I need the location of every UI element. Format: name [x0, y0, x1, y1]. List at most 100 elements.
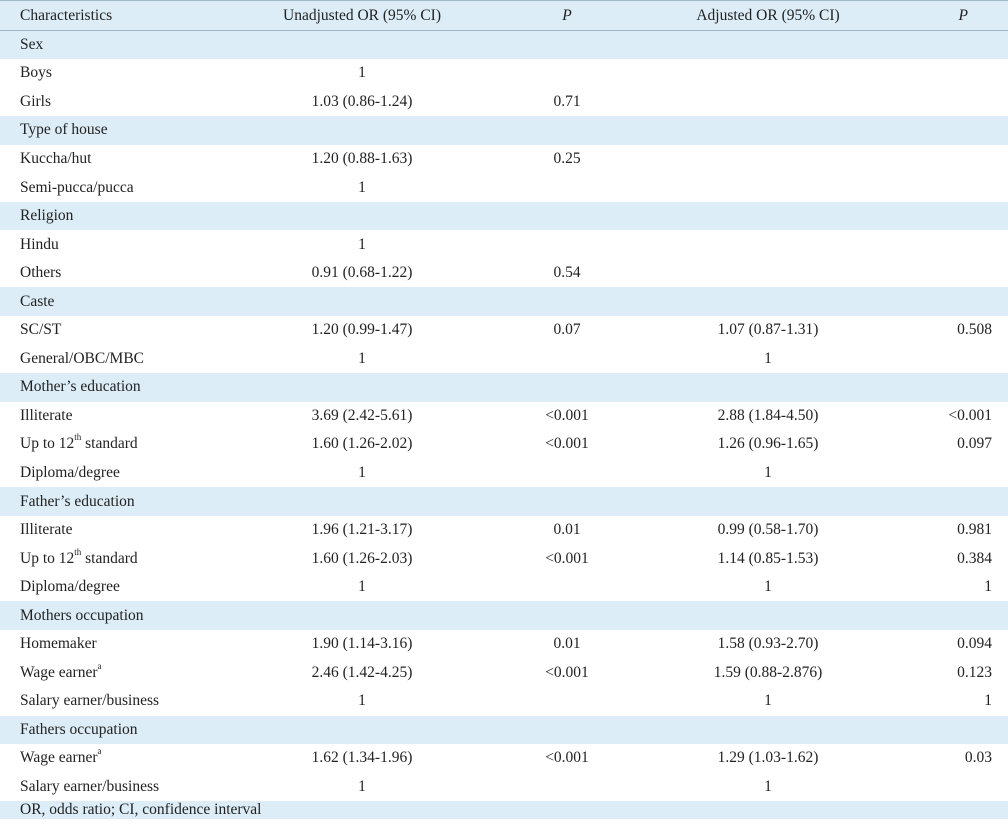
group-label: Mothers occupation — [20, 606, 144, 624]
row-name: Homemaker — [20, 635, 97, 653]
row-characteristic: Salary earner/business — [0, 687, 236, 716]
unadjusted-p-cell — [488, 773, 646, 802]
unadjusted-or-cell: 1 — [358, 692, 366, 710]
adjusted-or-cell: 0.99 (0.58-1.70) — [717, 521, 819, 539]
table-row: General/OBC/MBC 1 1 — [0, 344, 1008, 374]
row-characteristic: Girls — [0, 88, 236, 117]
adjusted-or-cell: 1.59 (0.88-2.876) — [713, 663, 823, 681]
footnote: OR, odds ratio; CI, confidence interval — [20, 801, 262, 819]
unadjusted-or-cell: 2.46 (1.42-4.25) — [311, 663, 413, 681]
header-adjusted-or: Adjusted OR (95% CI) — [696, 6, 840, 24]
adjusted-or-cell: 2.88 (1.84-4.50) — [717, 406, 819, 424]
adjusted-p-cell — [890, 773, 1008, 802]
adjusted-or-cell: 1.07 (0.87-1.31) — [717, 321, 819, 339]
unadjusted-p-cell: 0.01 — [553, 635, 581, 653]
adjusted-or-cell: 1 — [764, 777, 772, 795]
group-label: Father’s education — [20, 492, 135, 510]
header-unadjusted-p: P — [562, 6, 572, 24]
unadjusted-p-cell: 0.25 — [553, 149, 581, 167]
unadjusted-or-cell: 1.03 (0.86-1.24) — [311, 92, 413, 110]
row-name: Boys — [20, 64, 52, 82]
adjusted-p-cell: 0.508 — [957, 321, 992, 339]
row-name: Girls — [20, 92, 51, 110]
row-characteristic: Others — [0, 259, 236, 288]
group-row: Type of house — [0, 116, 1008, 145]
row-characteristic: Up to 12th standard — [0, 430, 236, 459]
unadjusted-or-cell: 0.91 (0.68-1.22) — [311, 264, 413, 282]
row-name: Diploma/degree — [20, 463, 120, 481]
unadjusted-or-cell: 1 — [358, 235, 366, 253]
adjusted-p-cell: 0.094 — [957, 635, 992, 653]
adjusted-p-cell — [890, 259, 1008, 288]
row-name: Up to 12 — [20, 549, 75, 567]
unadjusted-p-cell — [488, 230, 646, 259]
table-row: Illiterate 1.96 (1.21-3.17) 0.01 0.99 (0.58… — [0, 515, 1008, 545]
row-name: Illiterate — [20, 406, 73, 424]
table-row: Homemaker 1.90 (1.14-3.16) 0.01 1.58 (0.93-… — [0, 629, 1008, 659]
row-characteristic: Illiterate — [0, 402, 236, 431]
unadjusted-or-cell: 1.62 (1.34-1.96) — [311, 749, 413, 767]
unadjusted-or-cell: 1 — [358, 349, 366, 367]
adjusted-or-cell: 1.26 (0.96-1.65) — [717, 435, 819, 453]
adjusted-p-cell — [890, 345, 1008, 374]
table-row: Girls 1.03 (0.86-1.24) 0.71 — [0, 87, 1008, 117]
adjusted-or-cell — [646, 259, 890, 288]
row-name: Wage earner — [20, 663, 98, 681]
unadjusted-p-cell: <0.001 — [545, 663, 589, 681]
adjusted-p-cell: 0.123 — [957, 663, 992, 681]
row-characteristic: Wage earnera — [0, 744, 236, 773]
row-characteristic: Diploma/degree — [0, 573, 236, 602]
unadjusted-p-cell — [488, 59, 646, 88]
table-row: Others 0.91 (0.68-1.22) 0.54 — [0, 258, 1008, 288]
adjusted-p-cell — [890, 145, 1008, 174]
row-characteristic: Wage earnera — [0, 659, 236, 688]
table-row: Wage earnera 2.46 (1.42-4.25) <0.001 1.59 (… — [0, 658, 1008, 688]
table-row: Up to 12th standard 1.60 (1.26-2.03) <0.00… — [0, 544, 1008, 573]
adjusted-p-cell — [890, 88, 1008, 117]
row-characteristic: Up to 12th standard — [0, 544, 236, 573]
table-row: Salary earner/business 1 1 1 — [0, 687, 1008, 716]
footnote-row: OR, odds ratio; CI, confidence interval — [0, 801, 1008, 820]
row-name: Semi-pucca/pucca — [20, 178, 134, 196]
table-row: Diploma/degree 1 1 1 — [0, 572, 1008, 602]
adjusted-p-cell: 1 — [984, 692, 992, 710]
adjusted-p-cell — [890, 59, 1008, 88]
adjusted-or-cell: 1 — [764, 463, 772, 481]
unadjusted-or-cell: 1 — [358, 64, 366, 82]
unadjusted-or-cell: 1.20 (0.99-1.47) — [311, 321, 413, 339]
adjusted-or-cell: 1.14 (0.85-1.53) — [717, 549, 819, 567]
unadjusted-or-cell: 1.60 (1.26-2.03) — [311, 549, 413, 567]
row-superscript: a — [97, 660, 102, 671]
adjusted-p-cell — [890, 230, 1008, 259]
unadjusted-p-cell — [488, 345, 646, 374]
group-row: Mother’s education — [0, 373, 1008, 402]
group-label: Religion — [20, 207, 74, 225]
unadjusted-p-cell — [488, 173, 646, 202]
adjusted-p-cell — [890, 459, 1008, 488]
unadjusted-or-cell: 3.69 (2.42-5.61) — [311, 406, 413, 424]
adjusted-p-cell — [890, 173, 1008, 202]
unadjusted-or-cell: 1.20 (0.88-1.63) — [311, 149, 413, 167]
row-characteristic: Semi-pucca/pucca — [0, 173, 236, 202]
group-row: Religion — [0, 201, 1008, 231]
row-name-suffix: standard — [81, 435, 138, 453]
group-row: Father’s education — [0, 487, 1008, 516]
unadjusted-p-cell: <0.001 — [545, 406, 589, 424]
group-row: Sex — [0, 30, 1008, 60]
row-characteristic: Boys — [0, 59, 236, 88]
group-label: Fathers occupation — [20, 720, 138, 738]
adjusted-p-cell: 0.097 — [957, 435, 992, 453]
unadjusted-p-cell — [488, 459, 646, 488]
unadjusted-or-cell: 1.96 (1.21-3.17) — [311, 521, 413, 539]
adjusted-or-cell: 1.29 (1.03-1.62) — [717, 749, 819, 767]
adjusted-or-cell — [646, 145, 890, 174]
row-name: Hindu — [20, 235, 59, 253]
table-row: Kuccha/hut 1.20 (0.88-1.63) 0.25 — [0, 144, 1008, 174]
unadjusted-or-cell: 1 — [358, 578, 366, 596]
row-characteristic: Homemaker — [0, 630, 236, 659]
unadjusted-p-cell — [488, 687, 646, 716]
header-row: Characteristics Unadjusted OR (95% CI) P… — [0, 0, 1008, 31]
adjusted-or-cell: 1 — [764, 349, 772, 367]
table-row: Salary earner/business 1 1 — [0, 772, 1008, 802]
row-characteristic: Illiterate — [0, 516, 236, 545]
